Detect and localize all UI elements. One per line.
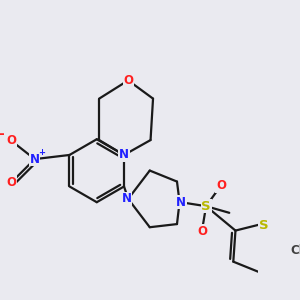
Text: N: N [176, 196, 186, 208]
Text: +: + [38, 148, 45, 157]
Text: -: - [0, 127, 4, 141]
Text: O: O [216, 179, 226, 192]
Text: O: O [197, 224, 207, 238]
Text: N: N [119, 148, 129, 161]
Text: O: O [7, 176, 16, 189]
Text: N: N [122, 192, 131, 206]
Text: O: O [7, 134, 16, 147]
Text: S: S [201, 200, 211, 213]
Text: N: N [30, 153, 40, 166]
Text: O: O [123, 74, 133, 87]
Text: S: S [259, 219, 269, 232]
Text: Cl: Cl [291, 244, 300, 257]
